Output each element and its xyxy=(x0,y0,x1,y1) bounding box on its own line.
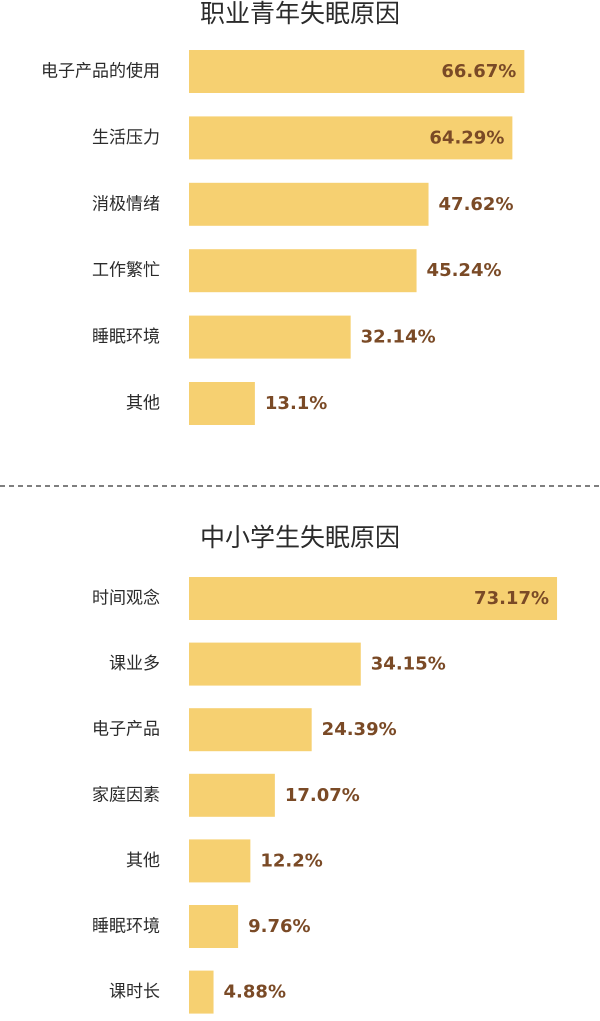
bar xyxy=(189,970,214,1014)
bar xyxy=(189,50,525,93)
bar xyxy=(189,382,255,425)
bar xyxy=(189,708,312,752)
category-label: 工作繁忙 xyxy=(92,261,160,281)
value-label: 34.15% xyxy=(371,654,446,675)
chart-young-professionals: 电子产品的使用 66.67% 生活压力 64.29% 消极情绪 47.62% 工作繁忙 45.… xyxy=(41,50,525,425)
value-label: 17.07% xyxy=(285,785,360,806)
category-label: 睡眠环境 xyxy=(92,917,160,937)
bar xyxy=(189,182,429,226)
category-label: 电子产品的使用 xyxy=(41,61,160,82)
chart-title-young-professionals: 职业青年失眠原因 xyxy=(200,0,400,28)
category-label: 其他 xyxy=(126,851,160,871)
bar xyxy=(189,249,417,293)
value-label: 64.29% xyxy=(429,127,504,148)
value-label: 9.76% xyxy=(248,916,310,937)
value-label: 45.24% xyxy=(427,260,502,281)
category-label: 课业多 xyxy=(109,654,160,674)
value-label: 13.1% xyxy=(265,393,327,414)
category-label: 时间观念 xyxy=(92,588,160,609)
category-label: 其他 xyxy=(126,394,160,414)
category-label: 消极情绪 xyxy=(92,194,160,214)
chart-title-students: 中小学生失眠原因 xyxy=(200,523,400,552)
value-label: 24.39% xyxy=(322,719,397,740)
category-label: 家庭因素 xyxy=(92,785,160,805)
bar xyxy=(189,905,239,948)
category-label: 电子产品 xyxy=(92,720,160,740)
value-label: 12.2% xyxy=(260,850,322,871)
bar xyxy=(189,315,351,359)
bar xyxy=(189,773,275,817)
value-label: 47.62% xyxy=(439,194,514,215)
value-label: 73.17% xyxy=(474,588,549,609)
bar xyxy=(189,116,513,160)
bar xyxy=(189,839,251,883)
chart-students: 时间观念 73.17% 课业多 34.15% 电子产品 24.39% 家庭因素 17.07% 其… xyxy=(92,577,558,1014)
value-label: 66.67% xyxy=(441,61,516,82)
bar xyxy=(189,577,558,620)
category-label: 课时长 xyxy=(109,982,160,1002)
category-label: 生活压力 xyxy=(92,128,160,148)
bar xyxy=(189,642,361,686)
value-label: 4.88% xyxy=(224,982,286,1003)
category-label: 睡眠环境 xyxy=(92,327,160,347)
value-label: 32.14% xyxy=(361,327,436,348)
